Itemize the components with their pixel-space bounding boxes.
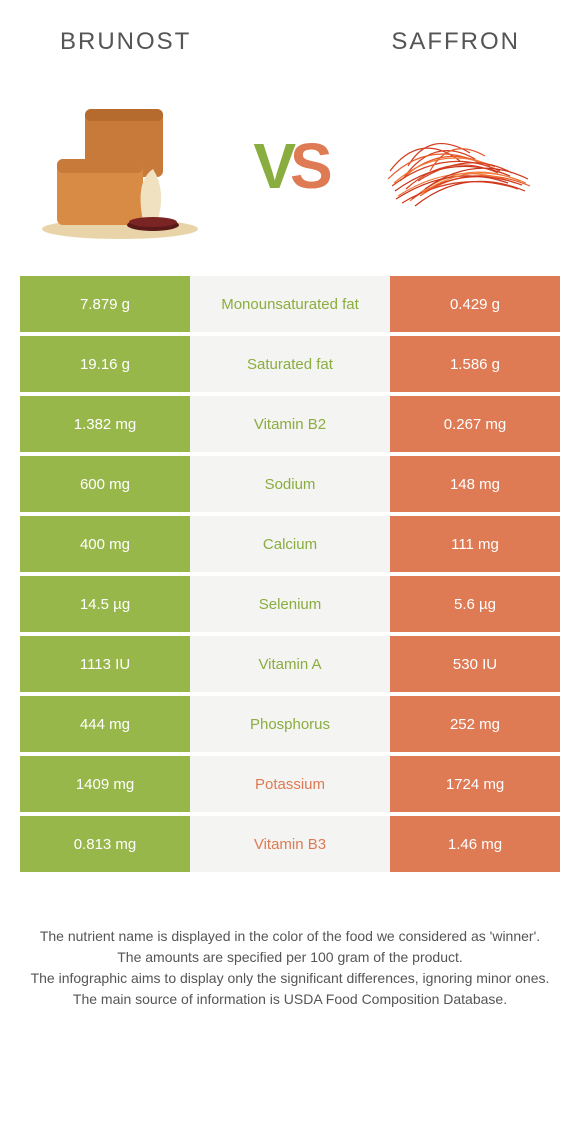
- cell-label: Potassium: [190, 756, 390, 812]
- table-row: 444 mgPhosphorus252 mg: [20, 696, 560, 752]
- cell-label: Monounsaturated fat: [190, 276, 390, 332]
- cell-label: Sodium: [190, 456, 390, 512]
- title-right: Saffron: [391, 28, 520, 56]
- vs-s: S: [290, 129, 327, 203]
- table-row: 14.5 µgSelenium5.6 µg: [20, 576, 560, 632]
- cell-left: 1.382 mg: [20, 396, 190, 452]
- table-row: 600 mgSodium148 mg: [20, 456, 560, 512]
- cell-right: 0.267 mg: [390, 396, 560, 452]
- cell-right: 1724 mg: [390, 756, 560, 812]
- cell-right: 530 IU: [390, 636, 560, 692]
- table-row: 0.813 mgVitamin B31.46 mg: [20, 816, 560, 872]
- table-row: 1.382 mgVitamin B20.267 mg: [20, 396, 560, 452]
- cell-left: 0.813 mg: [20, 816, 190, 872]
- nutrient-table: 7.879 gMonounsaturated fat0.429 g19.16 g…: [20, 276, 560, 872]
- footer-notes: The nutrient name is displayed in the co…: [0, 876, 580, 1010]
- cell-label: Selenium: [190, 576, 390, 632]
- cell-left: 7.879 g: [20, 276, 190, 332]
- cell-left: 14.5 µg: [20, 576, 190, 632]
- cell-left: 444 mg: [20, 696, 190, 752]
- table-row: 400 mgCalcium111 mg: [20, 516, 560, 572]
- saffron-image: [370, 86, 550, 246]
- footer-line-4: The main source of information is USDA F…: [30, 989, 550, 1010]
- cell-label: Calcium: [190, 516, 390, 572]
- table-row: 19.16 gSaturated fat1.586 g: [20, 336, 560, 392]
- cell-left: 400 mg: [20, 516, 190, 572]
- cell-left: 1409 mg: [20, 756, 190, 812]
- cell-label: Vitamin A: [190, 636, 390, 692]
- brunost-image: [30, 86, 210, 246]
- cell-right: 1.586 g: [390, 336, 560, 392]
- cell-right: 148 mg: [390, 456, 560, 512]
- cell-left: 19.16 g: [20, 336, 190, 392]
- cell-right: 252 mg: [390, 696, 560, 752]
- title-left: Brunost: [60, 28, 191, 56]
- cell-right: 1.46 mg: [390, 816, 560, 872]
- footer-line-2: The amounts are specified per 100 gram o…: [30, 947, 550, 968]
- cell-left: 1113 IU: [20, 636, 190, 692]
- cell-left: 600 mg: [20, 456, 190, 512]
- vs-label: VS: [253, 129, 326, 203]
- cell-label: Vitamin B3: [190, 816, 390, 872]
- cell-label: Saturated fat: [190, 336, 390, 392]
- cell-label: Phosphorus: [190, 696, 390, 752]
- footer-line-3: The infographic aims to display only the…: [30, 968, 550, 989]
- header: Brunost Saffron: [0, 0, 580, 66]
- table-row: 1409 mgPotassium1724 mg: [20, 756, 560, 812]
- table-row: 1113 IUVitamin A530 IU: [20, 636, 560, 692]
- cell-right: 111 mg: [390, 516, 560, 572]
- table-row: 7.879 gMonounsaturated fat0.429 g: [20, 276, 560, 332]
- footer-line-1: The nutrient name is displayed in the co…: [30, 926, 550, 947]
- vs-v: V: [253, 129, 290, 203]
- cell-label: Vitamin B2: [190, 396, 390, 452]
- images-row: VS: [0, 66, 580, 276]
- cell-right: 5.6 µg: [390, 576, 560, 632]
- cell-right: 0.429 g: [390, 276, 560, 332]
